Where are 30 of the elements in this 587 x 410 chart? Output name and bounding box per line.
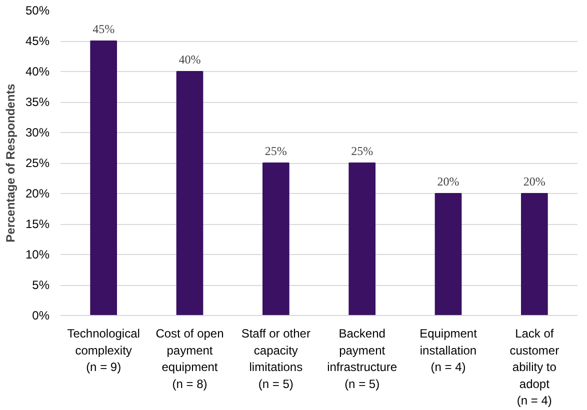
x-tick-label: Lack of customer ability to adopt (n = 4) <box>510 326 560 408</box>
y-tick-label: 25% <box>25 156 50 170</box>
bar <box>348 162 376 316</box>
y-tick-label: 45% <box>25 34 50 48</box>
y-tick-label: 15% <box>25 217 50 231</box>
y-tick-label: 0% <box>32 308 50 322</box>
bar <box>262 162 290 316</box>
bar <box>520 193 548 316</box>
bar <box>90 40 118 316</box>
data-label: 40% <box>178 52 201 66</box>
y-tick-label: 35% <box>25 95 50 109</box>
y-tick-label: 20% <box>25 186 50 200</box>
data-label: 20% <box>437 174 460 188</box>
data-label: 45% <box>92 22 115 36</box>
y-tick-label: 5% <box>32 278 50 292</box>
bar <box>176 71 204 316</box>
x-tick-label: Staff or other capacity limitations (n = 5) <box>241 326 310 391</box>
data-label: 25% <box>351 144 374 158</box>
bar <box>434 193 462 316</box>
y-tick-label: 30% <box>25 126 50 140</box>
data-label: 20% <box>523 174 546 188</box>
y-axis-title: Percentage of Respondents <box>3 83 18 242</box>
y-tick-label: 50% <box>25 4 50 18</box>
y-tick-label: 40% <box>25 64 50 78</box>
x-tick-label: Backend payment infrastructure (n = 5) <box>327 326 398 391</box>
x-tick-label: Equipment installation (n = 4) <box>420 326 478 374</box>
x-tick-label: Technological complexity (n = 9) <box>67 326 140 374</box>
y-tick-label: 10% <box>25 248 50 262</box>
data-label: 25% <box>264 144 287 158</box>
x-tick-label: Cost of open payment equipment (n = 8) <box>156 326 224 391</box>
